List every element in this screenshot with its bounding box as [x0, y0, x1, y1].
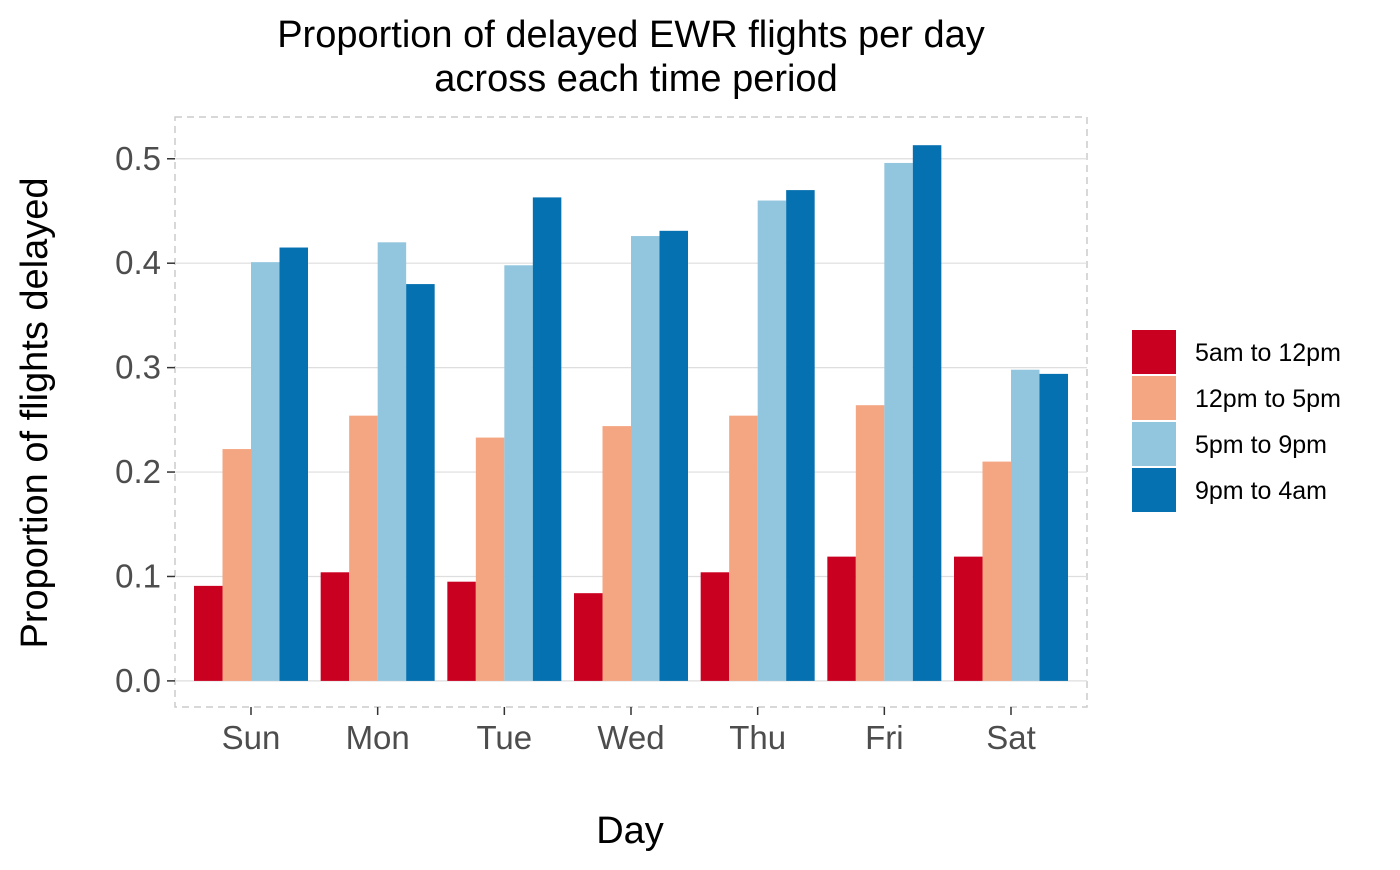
- bar-sun-series-1: [194, 585, 223, 681]
- x-axis-title: Day: [596, 810, 664, 852]
- chart-subtitle: across each time period: [434, 58, 837, 100]
- bar-fri-series-2: [855, 405, 885, 681]
- bar-mon-series-3: [377, 242, 407, 681]
- bar-sat-series-4: [1039, 373, 1068, 681]
- chart-title: Proportion of delayed EWR flights per da…: [277, 14, 985, 56]
- bar-sun-series-2: [222, 449, 251, 681]
- bar-wed-series-1: [574, 593, 603, 681]
- legend-label: 5pm to 9pm: [1195, 431, 1327, 459]
- bar-sat-series-1: [954, 556, 983, 681]
- y-tick-label: 0.5: [115, 140, 161, 177]
- bar-sun-series-4: [279, 247, 308, 681]
- y-tick-label: 0.2: [115, 453, 161, 490]
- bar-mon-series-1: [320, 572, 350, 681]
- legend: 5am to 12pm 12pm to 5pm 5pm to 9pm 9pm to 4…: [1130, 328, 1341, 514]
- y-axis: 0.0 0.1 0.2 0.3 0.4 0.5: [115, 140, 175, 699]
- bars: [194, 145, 1068, 681]
- legend-key-series-1: [1130, 328, 1178, 376]
- bar-thu-series-2: [729, 415, 758, 681]
- bar-tue-series-3: [504, 265, 533, 681]
- legend-key-series-2: [1130, 374, 1178, 422]
- y-tick-label: 0.1: [115, 557, 161, 594]
- bar-fri-series-1: [827, 556, 856, 681]
- bar-sun-series-3: [251, 262, 280, 681]
- bar-wed-series-3: [631, 236, 660, 681]
- x-tick-label: Mon: [346, 719, 410, 756]
- bar-sat-series-3: [1011, 369, 1040, 681]
- legend-label: 5am to 12pm: [1195, 339, 1341, 367]
- y-axis-title: Proportion of flights delayed: [14, 177, 56, 648]
- legend-key-series-4: [1130, 466, 1178, 514]
- x-tick-label: Wed: [597, 719, 664, 756]
- bar-tue-series-2: [475, 437, 505, 681]
- legend-label: 12pm to 5pm: [1195, 385, 1341, 413]
- bar-tue-series-4: [532, 197, 562, 681]
- x-tick-label: Fri: [865, 719, 903, 756]
- legend-key-series-3: [1130, 420, 1178, 468]
- bar-fri-series-4: [912, 145, 942, 681]
- bar-thu-series-3: [757, 200, 787, 681]
- bar-tue-series-1: [447, 581, 476, 681]
- bar-thu-series-4: [786, 190, 815, 681]
- x-tick-label: Thu: [729, 719, 786, 756]
- y-tick-label: 0.3: [115, 349, 161, 386]
- bar-fri-series-3: [884, 162, 913, 681]
- bar-sat-series-2: [982, 461, 1011, 681]
- bar-mon-series-4: [406, 284, 435, 681]
- bar-wed-series-2: [602, 426, 631, 681]
- y-tick-label: 0.4: [115, 244, 161, 281]
- x-tick-label: Sat: [986, 719, 1036, 756]
- bar-thu-series-1: [700, 572, 730, 681]
- legend-label: 9pm to 4am: [1195, 477, 1327, 505]
- bar-mon-series-2: [349, 415, 378, 681]
- x-axis: Sun Mon Tue Wed Thu Fri Sat: [222, 707, 1036, 756]
- y-tick-label: 0.0: [115, 662, 161, 699]
- bar-wed-series-4: [659, 230, 688, 681]
- x-tick-label: Tue: [477, 719, 533, 756]
- x-tick-label: Sun: [222, 719, 281, 756]
